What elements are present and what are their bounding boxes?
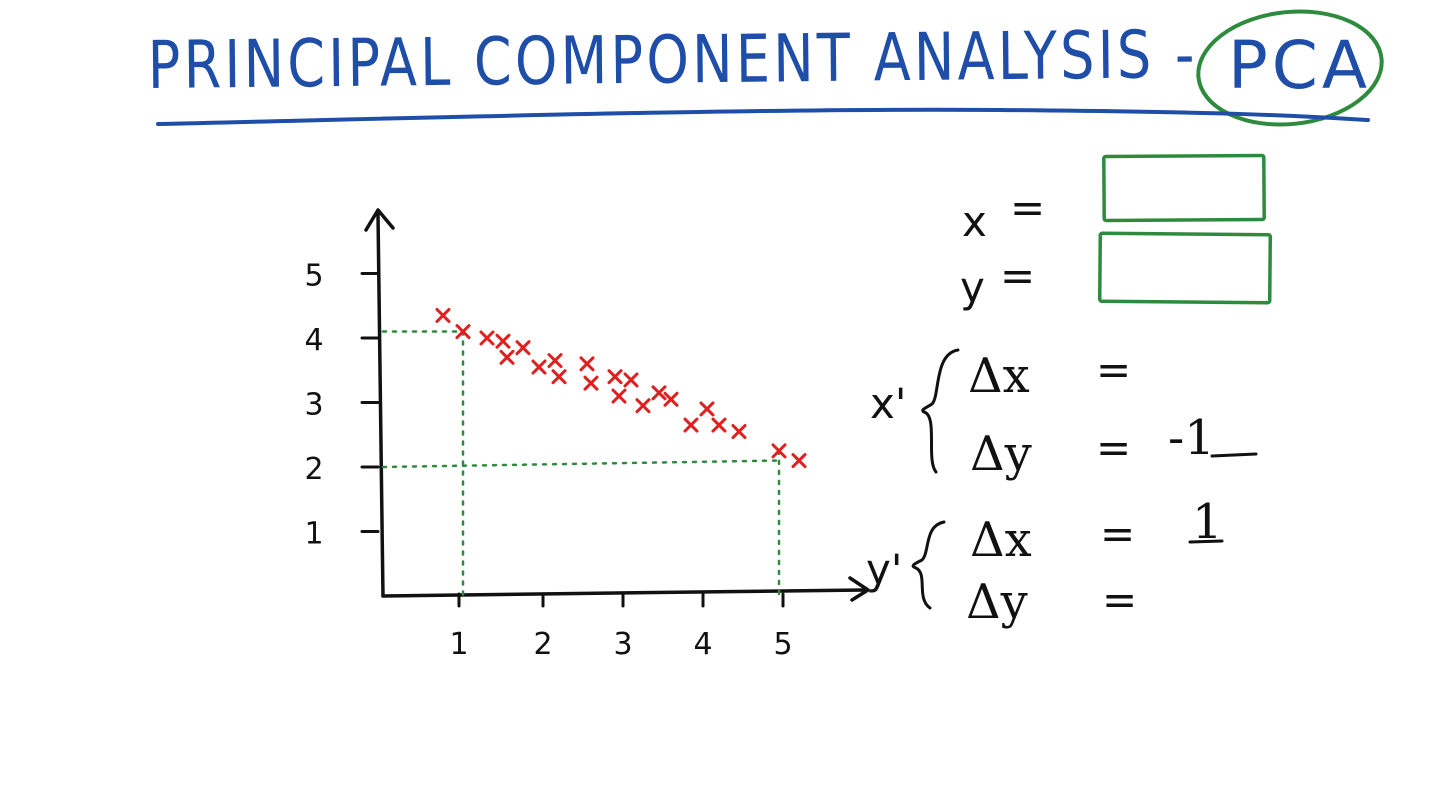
x-tick-label-4: 4 [693, 627, 712, 662]
pca-circle [1196, 9, 1384, 127]
x-prime-dy-value[interactable]: -1 [1168, 410, 1215, 466]
y-prime-brace [911, 520, 946, 610]
x-axis-arrow [848, 576, 870, 602]
guide-lines [381, 330, 781, 598]
y-tick-label-5: 5 [304, 259, 323, 294]
y-tick-label-1: 1 [304, 517, 323, 552]
x-tick-label-1: 1 [449, 627, 468, 662]
data-point [579, 356, 595, 372]
y-prime-dy-equals: = [1102, 575, 1137, 624]
y-answer-box[interactable] [1097, 231, 1273, 305]
x-tick-label-3: 3 [613, 627, 632, 662]
data-point [731, 424, 747, 440]
title-group: PRINCIPAL COMPONENT ANALYSIS - PCA [147, 9, 1384, 127]
data-point [551, 369, 567, 385]
y-prime-dx-underline [1188, 539, 1224, 544]
data-point [435, 307, 451, 323]
y-axis-arrow [364, 208, 395, 232]
x-answer-box[interactable] [1102, 153, 1266, 223]
x-prime-dx-label: Δx [968, 348, 1030, 404]
x-tick-label-5: 5 [773, 627, 792, 662]
data-point [683, 417, 699, 433]
x-tick-label-2: 2 [533, 627, 552, 662]
x-axis [381, 588, 866, 598]
y-tick-label-4: 4 [304, 323, 323, 358]
y-tick-label-2: 2 [304, 452, 323, 487]
axis-ticks: 1 2 3 4 5 1 2 3 4 5 [304, 259, 792, 663]
y-tick-label-3: 3 [304, 388, 323, 423]
y-axis [376, 212, 385, 598]
x-prime-label: x' [870, 379, 906, 428]
x-prime-dy-label: Δy [970, 426, 1032, 482]
y-prime-label: y' [866, 545, 902, 594]
data-point [623, 372, 639, 388]
x-prime-brace [921, 348, 960, 474]
data-points [435, 307, 807, 469]
data-point [515, 340, 531, 356]
data-point [479, 330, 495, 346]
y-prime-dx-equals: = [1100, 509, 1135, 558]
equations: x = y = x' Δx = Δy = -1 y' Δx = 1 Δy = [866, 153, 1273, 630]
data-point [651, 385, 667, 401]
scatter-chart: 1 2 3 4 5 1 2 3 4 5 [304, 208, 870, 663]
data-point [699, 401, 715, 417]
x-prime-dy-underline [1210, 452, 1258, 458]
pca-acronym: PCA [1228, 27, 1371, 104]
data-point [711, 417, 727, 433]
y-prime-dx-label: Δx [970, 512, 1032, 568]
x-prime-dx-equals: = [1096, 345, 1131, 394]
data-point [635, 398, 651, 414]
data-point [771, 443, 787, 459]
y-variable-label: y [960, 263, 985, 312]
data-point [531, 359, 547, 375]
title-underline [156, 107, 1370, 126]
data-point [791, 453, 807, 469]
data-point [607, 369, 623, 385]
x-equals-sign: = [1010, 183, 1045, 232]
data-point [499, 349, 515, 365]
data-point [663, 391, 679, 407]
data-point [455, 324, 471, 340]
data-point [611, 388, 627, 404]
data-point [495, 333, 511, 349]
y-prime-dy-label: Δy [966, 574, 1028, 630]
data-point [583, 375, 599, 391]
y-equals-sign: = [1000, 251, 1035, 300]
x-variable-label: x [962, 197, 987, 246]
guide-line-3 [381, 459, 781, 469]
page-title: PRINCIPAL COMPONENT ANALYSIS - [147, 16, 1198, 104]
data-point [547, 353, 563, 369]
x-prime-dy-equals: = [1096, 423, 1131, 472]
